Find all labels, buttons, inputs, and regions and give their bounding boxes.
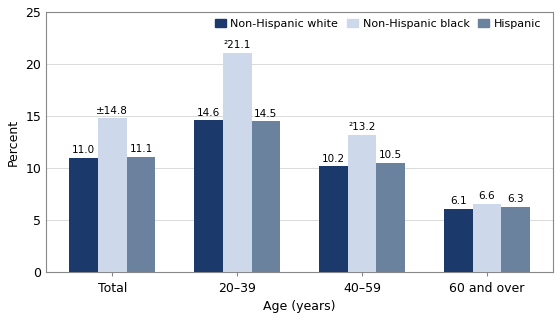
X-axis label: Age (years): Age (years) (263, 300, 336, 313)
Bar (376, 163, 405, 272)
Bar (127, 157, 156, 272)
Bar (501, 207, 530, 272)
Text: ²13.2: ²13.2 (348, 122, 376, 132)
Bar (98, 118, 127, 272)
Text: 14.6: 14.6 (197, 108, 220, 118)
Bar (348, 135, 376, 272)
Text: 11.0: 11.0 (72, 145, 95, 155)
Text: ±14.8: ±14.8 (96, 106, 128, 116)
Bar (319, 166, 348, 272)
Text: 11.1: 11.1 (129, 144, 153, 154)
Bar (444, 209, 473, 272)
Text: 6.1: 6.1 (450, 196, 466, 206)
Bar (251, 121, 281, 272)
Text: 14.5: 14.5 (254, 109, 278, 119)
Bar (69, 158, 98, 272)
Bar (473, 204, 501, 272)
Text: ²21.1: ²21.1 (223, 40, 251, 50)
Bar (223, 52, 251, 272)
Text: 10.2: 10.2 (322, 154, 345, 164)
Bar (194, 120, 223, 272)
Legend: Non-Hispanic white, Non-Hispanic black, Hispanic: Non-Hispanic white, Non-Hispanic black, … (210, 14, 546, 33)
Text: 10.5: 10.5 (379, 150, 402, 160)
Text: 6.3: 6.3 (507, 194, 524, 204)
Y-axis label: Percent: Percent (7, 119, 20, 166)
Text: 6.6: 6.6 (479, 191, 495, 201)
